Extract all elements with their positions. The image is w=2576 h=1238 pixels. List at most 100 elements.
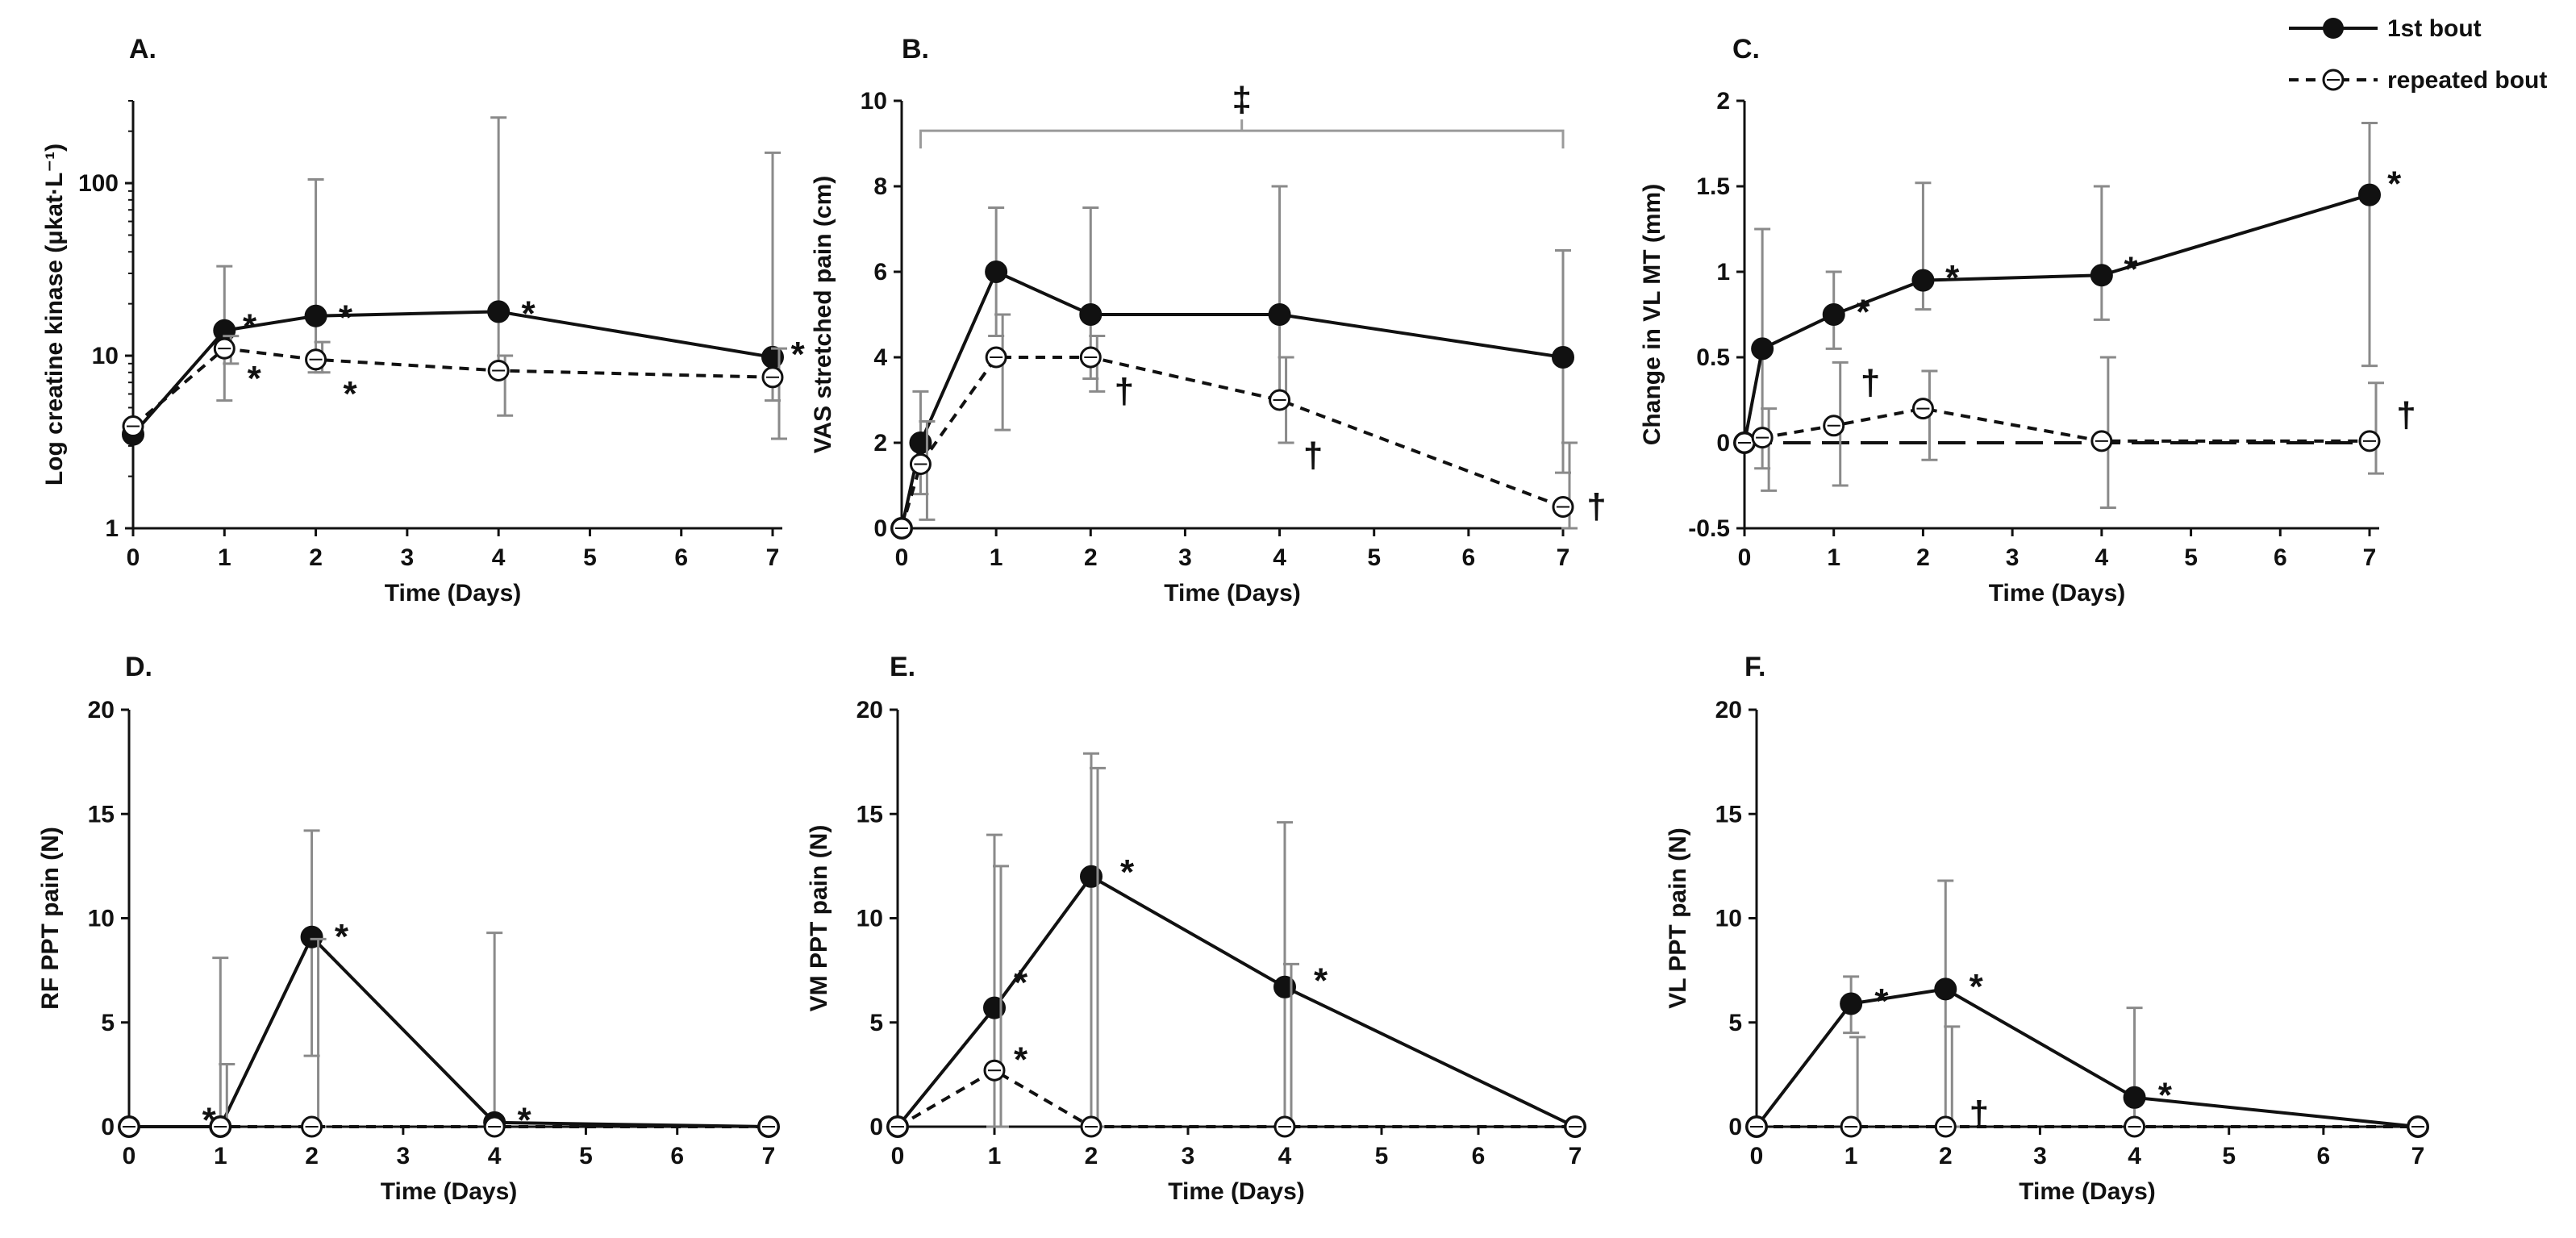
data-point-filled — [1268, 303, 1291, 326]
y-tick-label: 8 — [873, 173, 887, 200]
y-tick-label: 0 — [1716, 430, 1730, 456]
y-tick-label: 1 — [105, 515, 119, 542]
data-point-filled — [1079, 303, 1103, 326]
y-tick-label: 6 — [873, 259, 887, 286]
x-tick-label: 5 — [579, 1143, 593, 1169]
data-point-filled — [2090, 264, 2113, 287]
legend: 1st bout repeated bout — [2289, 15, 2547, 94]
x-tick-label: 7 — [766, 544, 780, 571]
data-point-filled — [304, 304, 327, 327]
significance-asterisk: * — [1314, 961, 1328, 1000]
x-axis-label: Time (Days) — [1168, 1178, 1305, 1205]
data-point-filled — [2358, 183, 2381, 206]
y-axis-label: VM PPT pain (N) — [806, 825, 832, 1012]
y-axis-label: Log creatine kinase (μkat·L⁻¹) — [41, 144, 68, 486]
x-tick-label: 3 — [1182, 1143, 1195, 1169]
panel-title: D. — [125, 652, 152, 682]
significance-asterisk: * — [1970, 967, 1984, 1007]
y-tick-label: 0.5 — [1696, 344, 1730, 371]
legend-marker-filled — [2323, 18, 2344, 39]
significance-asterisk: * — [1014, 963, 1028, 1002]
series-line — [131, 347, 773, 428]
panel-d: D. 0 5 10 15 20 0 1 2 3 4 5 6 7 Time (Days) RF PPT pain… — [37, 652, 780, 1205]
data-point-filled — [1751, 337, 1774, 361]
significance-dagger: † — [1970, 1094, 1989, 1133]
series-line — [900, 356, 1564, 529]
x-tick-label: 0 — [123, 1143, 136, 1169]
y-tick-label: 5 — [869, 1010, 883, 1036]
y-tick-label: 0 — [1728, 1114, 1742, 1140]
x-tick-label: 2 — [309, 544, 323, 571]
significance-asterisk: * — [243, 306, 257, 346]
y-tick-label: 5 — [101, 1010, 115, 1036]
x-tick-label: 3 — [2006, 544, 2020, 571]
x-tick-label: 1 — [988, 1143, 1002, 1169]
series-line — [129, 934, 769, 1128]
y-tick-label: 15 — [857, 801, 883, 827]
x-tick-label: 0 — [127, 544, 140, 571]
bracket-label: ‡ — [1232, 80, 1251, 119]
x-axis-label: Time (Days) — [381, 1178, 518, 1205]
y-tick-label: 0 — [101, 1114, 115, 1140]
significance-asterisk: * — [1945, 258, 1960, 298]
panel-title: E. — [890, 652, 915, 682]
significance-dagger: † — [1586, 487, 1606, 527]
y-tick-label: 2 — [873, 430, 887, 456]
panel-title: C. — [1732, 34, 1760, 65]
panel-f: F. 0 5 10 15 20 0 1 2 3 4 5 6 7 Time (Days) VL PPT pain… — [1665, 652, 2429, 1205]
series-line — [1743, 193, 2370, 444]
significance-asterisk: * — [1874, 982, 1889, 1021]
x-tick-label: 7 — [2363, 544, 2377, 571]
x-tick-label: 7 — [762, 1143, 776, 1169]
y-tick-label: 10 — [88, 906, 115, 932]
y-tick-label: 1 — [1716, 259, 1730, 286]
x-tick-label: 2 — [1939, 1143, 1953, 1169]
x-tick-label: 6 — [2317, 1143, 2331, 1169]
y-tick-label: 15 — [88, 801, 115, 827]
x-tick-label: 4 — [2095, 544, 2109, 571]
x-tick-label: 1 — [214, 1143, 227, 1169]
x-tick-label: 5 — [1375, 1143, 1389, 1169]
legend-item: 1st bout — [2289, 15, 2482, 42]
significance-asterisk: * — [791, 335, 806, 374]
y-tick-label: 15 — [1715, 801, 1742, 827]
series-repeated-bout — [122, 335, 787, 440]
y-tick-label: 10 — [861, 88, 887, 115]
series-repeated-bout — [1745, 1025, 2429, 1138]
y-tick-label: 0 — [873, 515, 887, 542]
x-tick-label: 6 — [1472, 1143, 1486, 1169]
x-tick-label: 4 — [1273, 544, 1286, 571]
significance-asterisk: * — [2387, 164, 2402, 203]
x-tick-label: 0 — [1738, 544, 1752, 571]
panel-title: A. — [129, 34, 156, 65]
series-first-bout — [122, 116, 784, 446]
x-tick-label: 6 — [1462, 544, 1476, 571]
x-tick-label: 7 — [1557, 544, 1570, 571]
significance-asterisk: * — [344, 374, 358, 414]
panel-title: F. — [1744, 652, 1765, 682]
y-tick-label: 100 — [78, 170, 119, 197]
x-tick-label: 3 — [1178, 544, 1192, 571]
significance-asterisk: * — [248, 359, 262, 398]
y-tick-label: 10 — [857, 906, 883, 932]
y-axis-label: RF PPT pain (N) — [37, 827, 64, 1010]
x-tick-label: 5 — [583, 544, 597, 571]
x-tick-label: 0 — [1750, 1143, 1764, 1169]
x-tick-label: 7 — [2411, 1143, 2425, 1169]
x-tick-label: 6 — [2274, 544, 2287, 571]
y-tick-label: 10 — [92, 343, 119, 369]
data-point-filled — [1840, 992, 1863, 1015]
data-point-filled — [1911, 269, 1935, 292]
series-repeated-bout — [118, 937, 780, 1138]
y-tick-label: 20 — [857, 697, 883, 723]
x-tick-label: 1 — [218, 544, 231, 571]
significance-asterisk: * — [2124, 249, 2139, 289]
x-axis-label: Time (Days) — [385, 580, 522, 606]
legend-item: repeated bout — [2289, 67, 2547, 94]
x-tick-label: 5 — [1367, 544, 1381, 571]
data-point-filled — [2123, 1086, 2146, 1109]
series-repeated-bout — [1733, 356, 2384, 510]
data-point-filled — [1552, 346, 1574, 369]
y-tick-label: 1.5 — [1696, 173, 1730, 200]
significance-asterisk: * — [1014, 1040, 1028, 1080]
